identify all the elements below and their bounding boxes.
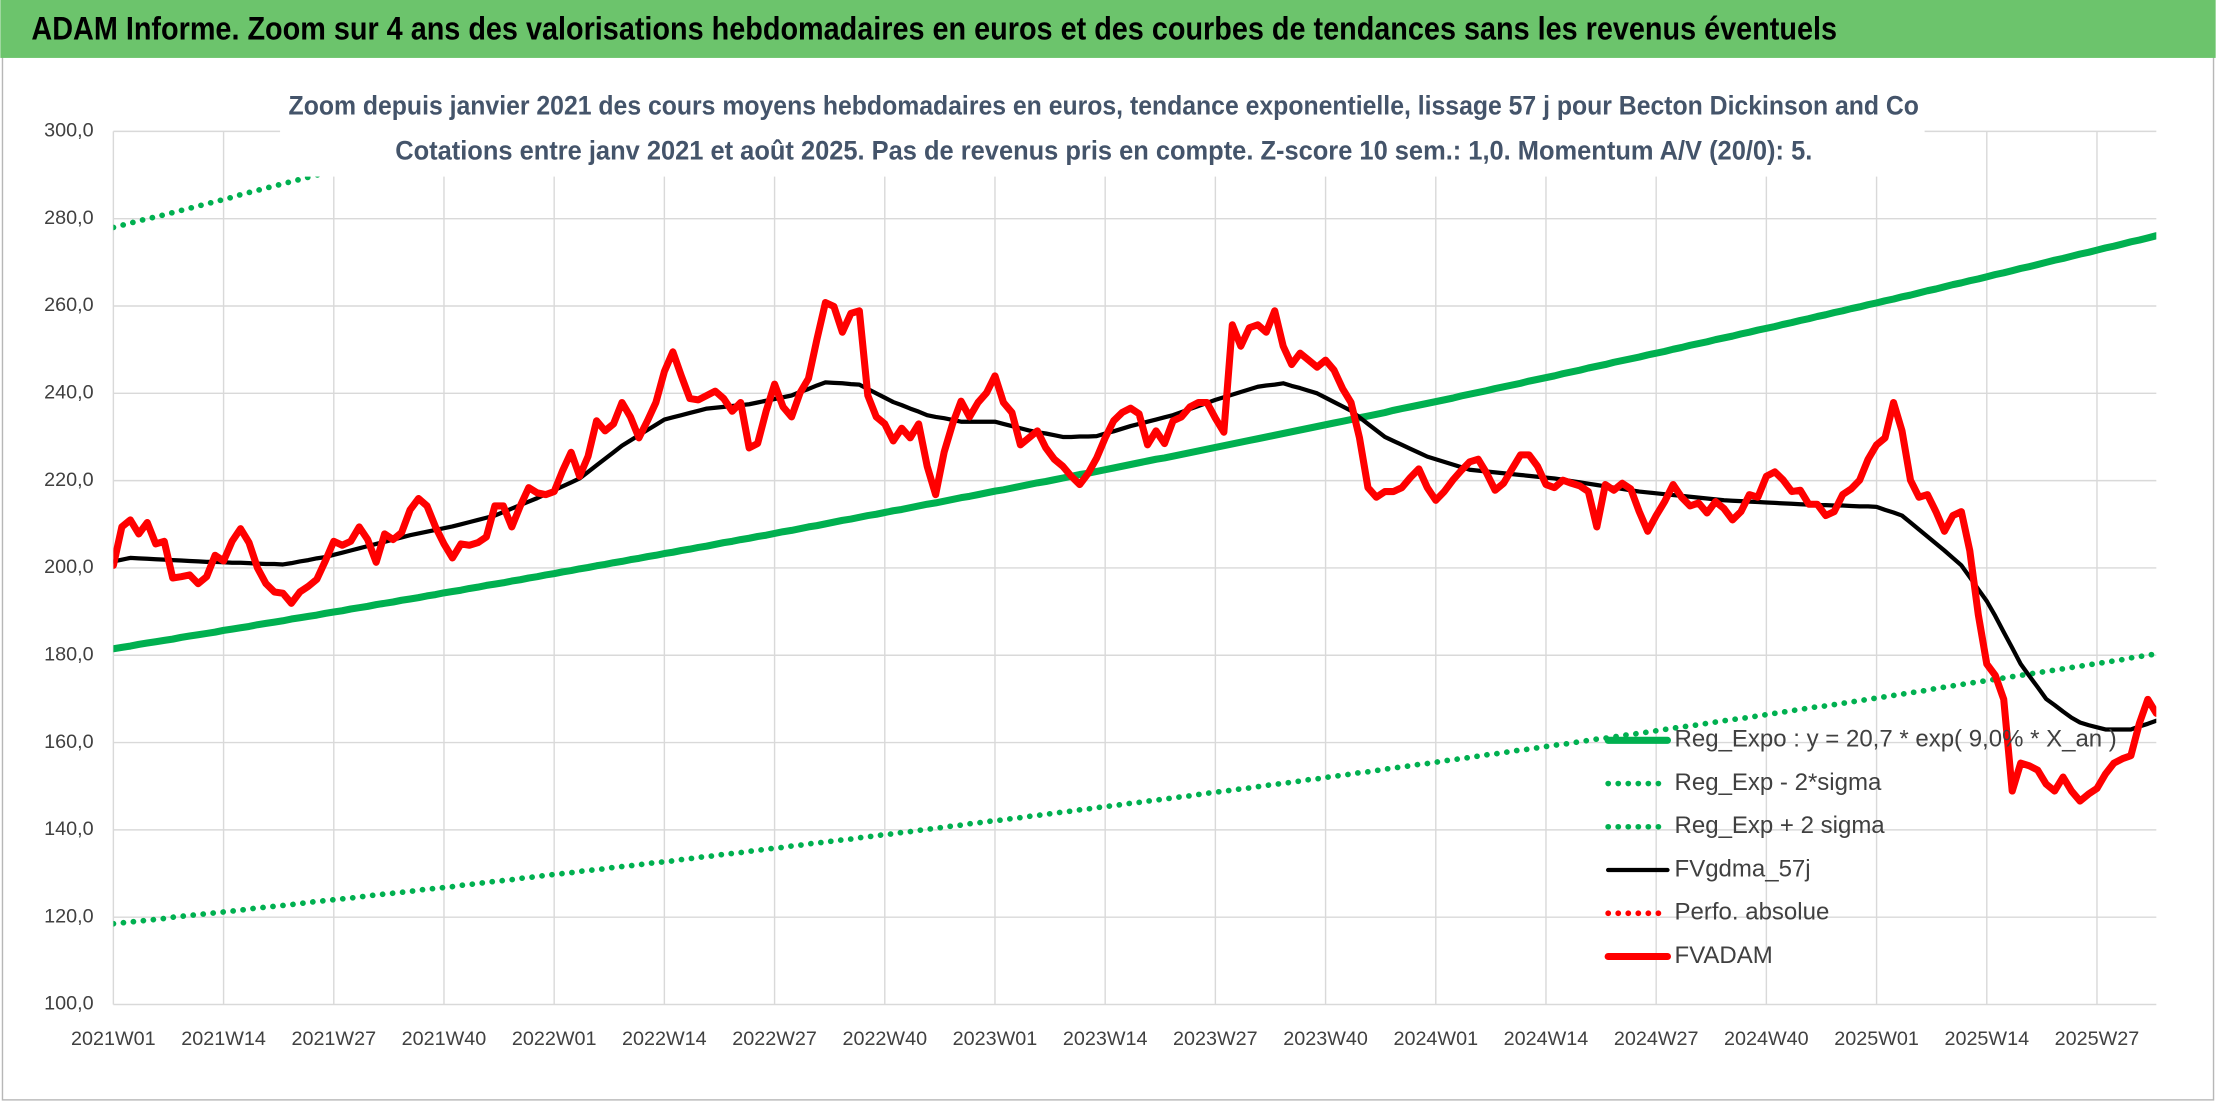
y-tick-label: 240,0 [44,382,93,404]
legend-label: Reg_Exp + 2 sigma [1675,812,1886,839]
x-tick-label: 2023W40 [1283,1028,1368,1050]
x-tick-label: 2024W27 [1614,1028,1699,1050]
plot-area [113,131,2157,927]
title-box [280,83,1925,177]
x-tick-label: 2022W14 [622,1028,707,1050]
chart-title: Zoom depuis janvier 2021 des cours moyen… [289,90,1919,120]
series-line [113,651,2157,927]
legend: Reg_Expo : y = 20,7 * exp( 9,0% * X_an )… [1604,726,2117,969]
x-tick-label: 2022W01 [512,1028,597,1050]
x-tick-label: 2023W27 [1173,1028,1258,1050]
x-tick-label: 2025W14 [1944,1028,2029,1050]
x-tick-label: 2025W01 [1834,1028,1919,1050]
legend-label: FVgdma_57j [1675,855,1811,882]
x-tick-label: 2023W01 [953,1028,1038,1050]
x-tick-label: 2021W14 [181,1028,266,1050]
legend-label: Reg_Expo : y = 20,7 * exp( 9,0% * X_an ) [1675,726,2117,753]
legend-label: FVADAM [1675,942,1773,969]
legend-label: Perfo. absolue [1675,899,1830,926]
x-tick-label: 2024W01 [1393,1028,1478,1050]
y-tick-label: 280,0 [44,207,93,229]
x-tick-label: 2022W40 [842,1028,927,1050]
series-line [113,298,2157,805]
series-line [113,232,2157,653]
x-tick-label: 2025W27 [2055,1028,2140,1050]
y-tick-label: 120,0 [44,905,93,927]
y-tick-label: 140,0 [44,818,93,840]
x-tick-label: 2023W14 [1063,1028,1148,1050]
y-tick-label: 160,0 [44,731,93,753]
y-tick-label: 180,0 [44,643,93,665]
x-tick-label: 2021W01 [71,1028,156,1050]
x-tick-label: 2024W14 [1504,1028,1589,1050]
axes: 100,0 120,0 140,0 160,0 180,0 200,0 220,0 240,0… [44,120,2139,1050]
x-tick-label: 2024W40 [1724,1028,1809,1050]
x-tick-label: 2022W27 [732,1028,817,1050]
y-tick-label: 300,0 [44,120,93,142]
y-tick-label: 260,0 [44,294,93,316]
header-bar [0,0,2216,58]
y-tick-label: 200,0 [44,556,93,578]
y-tick-label: 100,0 [44,993,93,1015]
x-tick-label: 2021W27 [291,1028,376,1050]
x-tick-label: 2021W40 [402,1028,487,1050]
chart-subtitle: Cotations entre janv 2021 et août 2025. … [395,136,1812,166]
header-title: ADAM Informe. Zoom sur 4 ans des valoris… [31,11,1837,47]
legend-label: Reg_Exp - 2*sigma [1675,769,1882,796]
y-tick-label: 220,0 [44,469,93,491]
